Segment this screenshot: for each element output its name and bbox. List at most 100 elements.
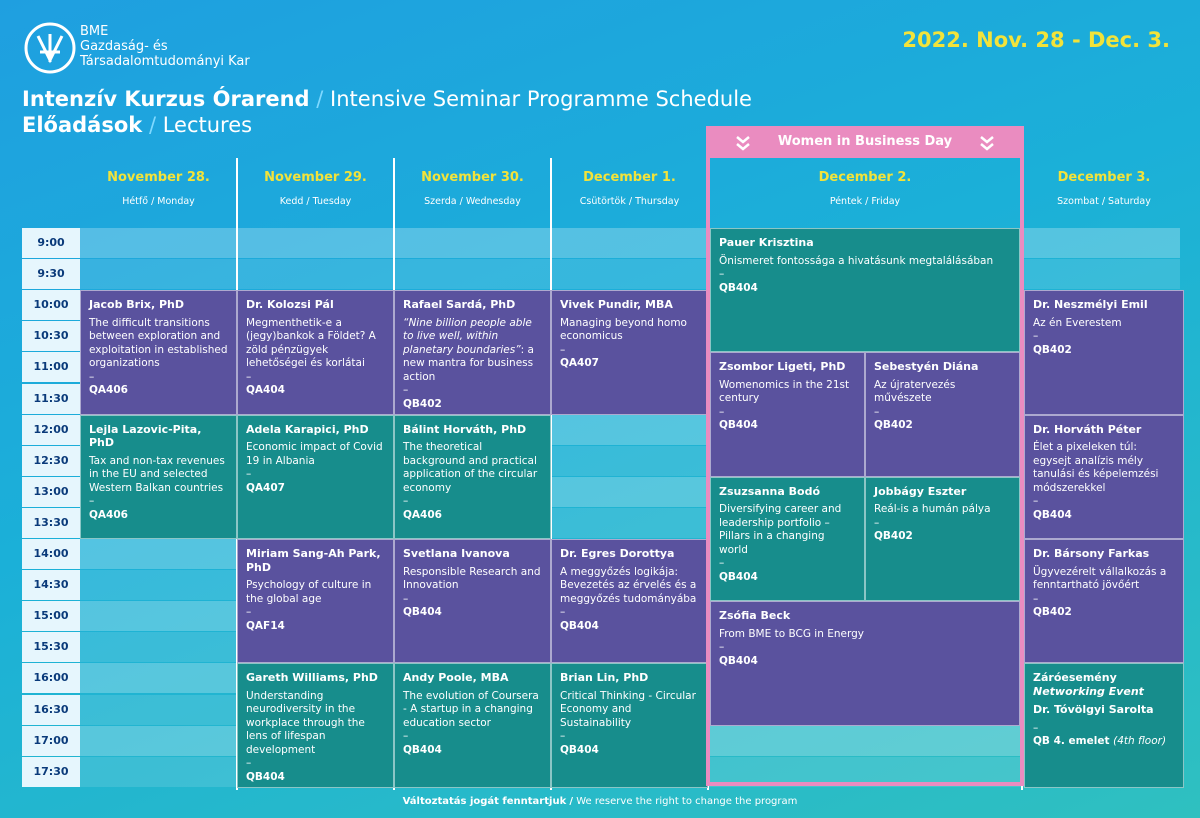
time-label: 10:00 <box>22 290 80 321</box>
session: Sebestyén Diána Az újratervezés művészete… <box>865 352 1020 477</box>
time-label: 13:00 <box>22 476 80 507</box>
talk-title: Önismeret fontossága a hivatásunk megtal… <box>719 255 1011 269</box>
time-label: 10:30 <box>22 321 80 352</box>
room-code: QA407 <box>560 357 599 370</box>
dash: – <box>1033 721 1039 734</box>
day-date: November 29. <box>264 170 367 185</box>
talk-title-text: Managing beyond homo economicus <box>560 316 687 343</box>
room: QA407 <box>246 482 385 496</box>
day-date: December 1. <box>583 170 676 185</box>
speaker: Lejla Lazovic-Pita, PhD <box>89 422 202 450</box>
room: QB404 <box>560 744 699 758</box>
talk-title: Economic impact of Covid 19 in Albania <box>246 441 385 468</box>
session: Brian Lin, PhD Critical Thinking - Circul… <box>551 663 708 788</box>
room-code: QAF14 <box>246 619 285 632</box>
footer: Változtatás jogát fenntartjuk / We reser… <box>0 796 1200 807</box>
speaker: Sebestyén Diána <box>874 360 979 374</box>
speaker: Dr. Horváth Péter <box>1033 422 1142 436</box>
room-code: QB404 <box>403 743 442 756</box>
time-label: 14:30 <box>22 570 80 601</box>
talk-title: A meggyőzés logikája: Bevezetés az érvel… <box>560 566 699 607</box>
room: QB404 <box>719 655 1011 669</box>
room-code: QA406 <box>89 508 128 521</box>
session: Svetlana Ivanova Responsible Research and… <box>394 539 551 664</box>
talk-title: The evolution of Coursera - A startup in… <box>403 690 542 731</box>
session: Dr. Horváth Péter Élet a pixeleken túl: e… <box>1024 414 1184 539</box>
room: QB 4. emelet (4th floor) <box>1033 735 1175 749</box>
room-code: QA407 <box>246 481 285 494</box>
speaker: Jacob Brix, PhD <box>89 298 185 312</box>
dash: – <box>403 384 409 397</box>
session: Záróesemény Networking Event Dr. Tóvölgyi … <box>1024 663 1184 788</box>
speaker: Adela Karapici, PhD <box>246 422 369 436</box>
dates: 2022. Nov. 28 - Dec. 3. <box>902 28 1170 52</box>
talk-title-text: : a new mantra for business action <box>403 343 534 383</box>
session: Adela Karapici, PhD Economic impact of Co… <box>237 414 394 539</box>
talk-title-text: The evolution of Coursera - A startup in… <box>403 689 539 729</box>
room-code: QB404 <box>719 419 758 432</box>
room: QB404 <box>403 744 542 758</box>
logo-line: BME <box>80 24 109 39</box>
talk-title-text: Psychology of culture in the global age <box>246 579 372 605</box>
room: QB404 <box>403 606 542 620</box>
dash: – <box>560 730 566 743</box>
talk-title: From BME to BCG in Energy <box>719 628 1011 642</box>
session: Vivek Pundir, MBA Managing beyond homo ec… <box>551 290 708 415</box>
room-code: QB402 <box>403 397 442 410</box>
time-label: 16:30 <box>22 694 80 725</box>
banner-title: Women in Business Day <box>777 134 953 149</box>
talk-title-text: Womenomics in the 21st century <box>719 378 850 405</box>
room: QAF14 <box>246 620 385 634</box>
room-code: QA406 <box>89 384 128 397</box>
logo <box>24 22 76 74</box>
session: Zsombor Ligeti, PhD Womenomics in the 21s… <box>710 352 865 477</box>
talk-title: Tax and non-tax revenues in the EU and s… <box>89 455 228 496</box>
room: QB404 <box>719 282 1011 296</box>
day-weekday: Csütörtök / Thursday <box>579 196 680 207</box>
day-date: December 2. <box>818 170 912 185</box>
talk-title: Understanding neurodiversity in the work… <box>246 690 385 758</box>
speaker: Dr. Egres Dorottya <box>560 547 675 560</box>
talk-title: Az én Everestem <box>1033 317 1175 331</box>
dash: – <box>874 405 880 418</box>
room-code: QB404 <box>403 606 442 618</box>
dash: – <box>246 757 252 770</box>
room-code: QB402 <box>874 419 913 432</box>
room-note: (4th floor) <box>1113 735 1167 748</box>
separator: / <box>148 113 157 137</box>
title-en: Intensive Seminar Programme Schedule <box>330 87 752 111</box>
talk-title-text: From BME to BCG in Energy <box>719 627 864 640</box>
session: Lejla Lazovic-Pita, PhD Tax and non-tax r… <box>80 414 237 539</box>
subtitle-en: Lectures <box>162 113 253 137</box>
session: Dr. Kolozsi Pál Megmenthetik-e a (jegy)ba… <box>237 290 394 415</box>
talk-title-italic: “Nine billion people able to live well, … <box>403 316 532 356</box>
title-hu: Intenzív Kurzus Órarend <box>22 87 310 111</box>
room: QB402 <box>403 398 542 412</box>
event-label-en: Networking Event <box>1033 684 1144 698</box>
speaker: Dr. Bársony Farkas <box>1033 547 1150 560</box>
footer-hu: Változtatás jogát fenntartjuk <box>402 796 567 807</box>
talk-title-text: Tax and non-tax revenues in the EU and s… <box>89 454 225 494</box>
talk-title-text: Az én Everestem <box>1033 316 1122 329</box>
session: Miriam Sang-Ah Park, PhD Psychology of cu… <box>237 539 394 664</box>
day-weekday: Hétfő / Monday <box>122 196 195 207</box>
time-label: 12:00 <box>22 414 80 445</box>
talk-title: The difficult transitions between explor… <box>89 317 228 371</box>
room: QB402 <box>1033 606 1175 620</box>
time-label: 9:30 <box>22 259 80 290</box>
time-label: 16:00 <box>22 663 80 694</box>
speaker: Andy Poole, MBA <box>403 671 509 685</box>
dash: – <box>1033 592 1039 605</box>
dash: – <box>719 268 725 280</box>
time-label: 11:00 <box>22 352 80 383</box>
room-code: QA406 <box>403 508 442 521</box>
speaker: Zsuzsanna Bodó <box>719 484 821 498</box>
speaker: Zsombor Ligeti, PhD <box>719 360 846 374</box>
talk-title-text: Élet a pixeleken túl: egysejt analízis m… <box>1033 441 1159 494</box>
talk-title: Womenomics in the 21st century <box>719 379 856 406</box>
speaker: Svetlana Ivanova <box>403 547 510 560</box>
room: QA407 <box>560 357 699 371</box>
banner: Women in Business Day <box>706 126 1024 158</box>
speaker: Dr. Kolozsi Pál <box>246 298 334 312</box>
talk-title-text: Megmenthetik-e a (jegy)bankok a Földet? … <box>246 316 376 370</box>
